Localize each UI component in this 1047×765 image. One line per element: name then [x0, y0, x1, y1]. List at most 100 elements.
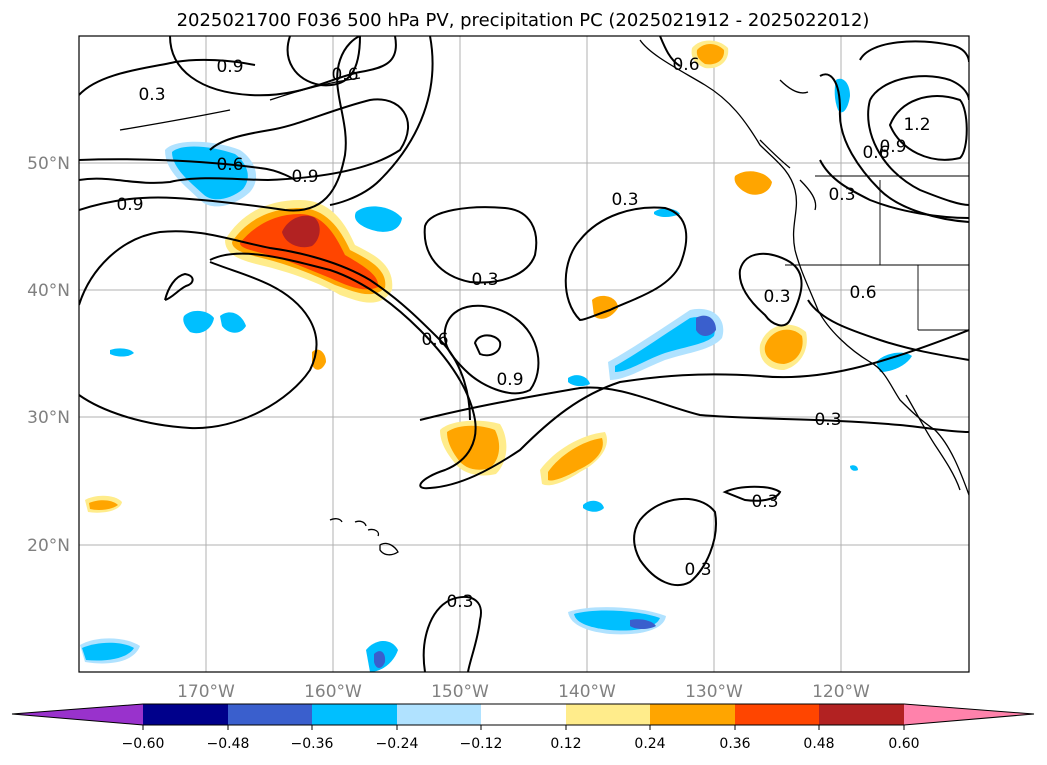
precip-neg-area: [615, 316, 715, 372]
lon-label: 130°W: [685, 682, 743, 702]
contour-label: 0.6: [216, 155, 243, 175]
contour-label: 0.9: [496, 370, 523, 390]
precip-neg-area: [583, 500, 604, 512]
pv-contour-line: [867, 75, 969, 206]
contour-label: 0.3: [763, 287, 790, 307]
figure-title: 2025021700 F036 500 hPa PV, precipitatio…: [177, 10, 870, 31]
precip-pos-area: [447, 425, 500, 470]
state-borders: [785, 175, 969, 331]
lat-label: 50°N: [27, 154, 70, 174]
pv-contour-line: [422, 595, 482, 672]
precip-fill-layer: [80, 40, 912, 672]
lon-label: 160°W: [304, 682, 362, 702]
contour-label: 0.3: [471, 270, 498, 290]
colorbar-tick-label: −0.24: [376, 736, 419, 752]
colorbar: −0.60 −0.48 −0.36 −0.24 −0.12 0.12 0.24 …: [11, 703, 1035, 752]
precip-neg-area: [354, 206, 402, 232]
aleutian-islands: [119, 77, 361, 131]
colorbar-segment: [650, 704, 735, 725]
colorbar-segment: [566, 704, 650, 725]
contour-label: 0.6: [421, 330, 448, 350]
contour-label: 0.6: [672, 55, 699, 75]
contour-label: 0.3: [446, 592, 473, 612]
colorbar-tick-label: 0.36: [719, 736, 750, 752]
precip-neg-area: [630, 619, 656, 629]
contour-label: 0.6: [331, 65, 358, 85]
pv-contour-line: [859, 40, 969, 63]
pv-contour-line: [738, 252, 803, 327]
pv-contour-line: [79, 261, 318, 430]
colorbar-extend-low: [12, 704, 143, 725]
pv-contour-line: [423, 206, 538, 284]
colorbar-tick-label: −0.60: [122, 736, 165, 752]
precip-pos-area: [548, 438, 603, 481]
lat-label: 30°N: [27, 408, 70, 428]
pv-contour-line: [443, 304, 540, 395]
precip-neg-area: [850, 465, 858, 471]
colorbar-tick-label: 0.60: [888, 736, 919, 752]
coastline: [779, 79, 809, 94]
precip-neg-area: [374, 651, 386, 668]
contour-label: 0.3: [828, 185, 855, 205]
longitude-labels: 170°W 160°W 150°W 140°W 130°W 120°W: [177, 682, 870, 702]
lon-label: 120°W: [812, 682, 870, 702]
pv-contour-line: [659, 36, 681, 67]
pv-contour-labels: 0.9 0.6 0.3 0.6 0.9 0.9 0.3 0.3 0.6 0.9 …: [116, 55, 930, 612]
colorbar-tick-label: 0.24: [634, 736, 665, 752]
colorbar-segment: [397, 704, 481, 725]
precip-neg-area: [183, 310, 214, 334]
colorbar-segment: [735, 704, 819, 725]
latitude-labels: 50°N 40°N 30°N 20°N: [27, 154, 70, 556]
contour-label: 0.9: [216, 57, 243, 77]
precip-pos-area: [734, 171, 772, 195]
precip-neg-area: [110, 348, 134, 357]
lon-label: 150°W: [431, 682, 489, 702]
colorbar-segment: [481, 704, 566, 725]
colorbar-tick-label: 0.12: [550, 736, 581, 752]
pv-contour-line: [164, 272, 194, 301]
contour-label: 1.2: [903, 115, 930, 135]
precip-pos-area: [282, 215, 320, 248]
island-hawaii: [329, 518, 399, 556]
contour-label: 0.9: [116, 195, 143, 215]
coastline: [759, 139, 817, 211]
pv-contour-line: [722, 485, 782, 502]
colorbar-segment: [312, 704, 397, 725]
contour-label: 0.3: [138, 85, 165, 105]
colorbar-tick-label: −0.48: [207, 736, 250, 752]
pv-contour-line: [473, 334, 502, 357]
lon-label: 170°W: [177, 682, 235, 702]
contour-label: 0.3: [684, 560, 711, 580]
pv-contour-line: [329, 36, 434, 206]
colorbar-segment: [819, 704, 904, 725]
map-background: [79, 36, 969, 672]
precip-pos-area: [240, 214, 379, 290]
pv-contour-line: [888, 95, 968, 161]
coastline: [639, 39, 969, 496]
colorbar-segment: [228, 704, 312, 725]
pv-contour-line: [79, 58, 256, 96]
lon-label: 140°W: [558, 682, 616, 702]
pv-contour-line: [633, 497, 717, 586]
pv-contour-line: [79, 230, 471, 421]
colorbar-extend-high: [904, 704, 1034, 725]
map-frame: [78, 35, 970, 673]
precip-pos-area: [764, 329, 803, 364]
pv-contour-line: [79, 158, 296, 181]
pv-contour-line: [419, 386, 969, 433]
contour-label: 0.6: [849, 283, 876, 303]
coastline-layer: [119, 39, 969, 556]
precip-neg-area: [568, 375, 590, 387]
colorbar-tick-label: −0.36: [291, 736, 334, 752]
pv-contour-line: [209, 252, 969, 490]
pv-contour-line: [807, 299, 969, 361]
precip-neg-area: [82, 642, 134, 661]
colorbar-segment: [143, 704, 228, 725]
colorbar-ticks: [142, 725, 905, 730]
precip-neg-area: [220, 312, 246, 333]
precip-neg-area: [876, 352, 912, 372]
contour-label: 0.3: [611, 190, 638, 210]
lat-label: 20°N: [27, 536, 70, 556]
precip-neg-area: [696, 315, 716, 336]
